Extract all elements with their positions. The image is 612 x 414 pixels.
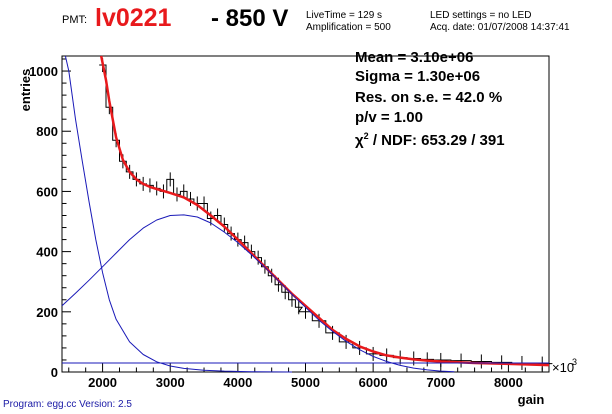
chi2-symbol: χ: [355, 132, 364, 149]
x-tick-label: 5000: [291, 375, 320, 390]
led-settings: LED settings = no LED: [430, 10, 532, 21]
x-tick-label: 6000: [359, 375, 388, 390]
acquisition-date: Acq. date: 01/07/2008 14:37:41: [430, 22, 570, 33]
stat-resolution: Res. on s.e. = 42.0 %: [355, 89, 503, 106]
x-tick-label: 3000: [156, 375, 185, 390]
stat-sigma: Sigma = 1.30e+06: [355, 68, 481, 85]
x-tick-label: 4000: [223, 375, 252, 390]
total-fit-line: [99, 55, 550, 367]
pmt-id: lv0221: [95, 4, 172, 32]
y-tick-label: 800: [36, 124, 58, 139]
x-tick-label: 2000: [88, 375, 117, 390]
amplification: Amplification = 500: [306, 22, 391, 33]
stat-mean: Mean = 3.10e+06: [355, 49, 474, 66]
x-tick-label: 8000: [494, 375, 523, 390]
exponential-component-line: [64, 55, 293, 373]
x-tick-label: 7000: [426, 375, 455, 390]
stat-chi2: χ2 / NDF: 653.29 / 391: [355, 131, 505, 149]
pmt-label: PMT:: [62, 14, 88, 26]
y-tick-label: 600: [36, 184, 58, 199]
live-time: LiveTime = 129 s: [306, 10, 383, 21]
chi2-value: / NDF: 653.29 / 391: [368, 132, 505, 149]
x-axis-multiplier: ×10: [552, 360, 574, 375]
chi2-superscript: 2: [363, 131, 369, 141]
voltage-label: - 850 V: [211, 5, 289, 32]
y-tick-label: 400: [36, 245, 58, 260]
y-axis-label: entries: [18, 69, 33, 112]
program-footer: Program: egg.cc Version: 2.5: [3, 399, 132, 410]
x-axis-label: gain: [518, 392, 545, 407]
y-tick-label: 200: [36, 305, 58, 320]
gaussian-component-line: [61, 214, 455, 373]
y-tick-label: 0: [51, 365, 58, 380]
y-tick-label: 1000: [29, 64, 58, 79]
x-axis-multiplier-exponent: 3: [572, 357, 577, 367]
stat-peak-valley: p/v = 1.00: [355, 109, 423, 126]
histogram-bins: [99, 64, 553, 365]
